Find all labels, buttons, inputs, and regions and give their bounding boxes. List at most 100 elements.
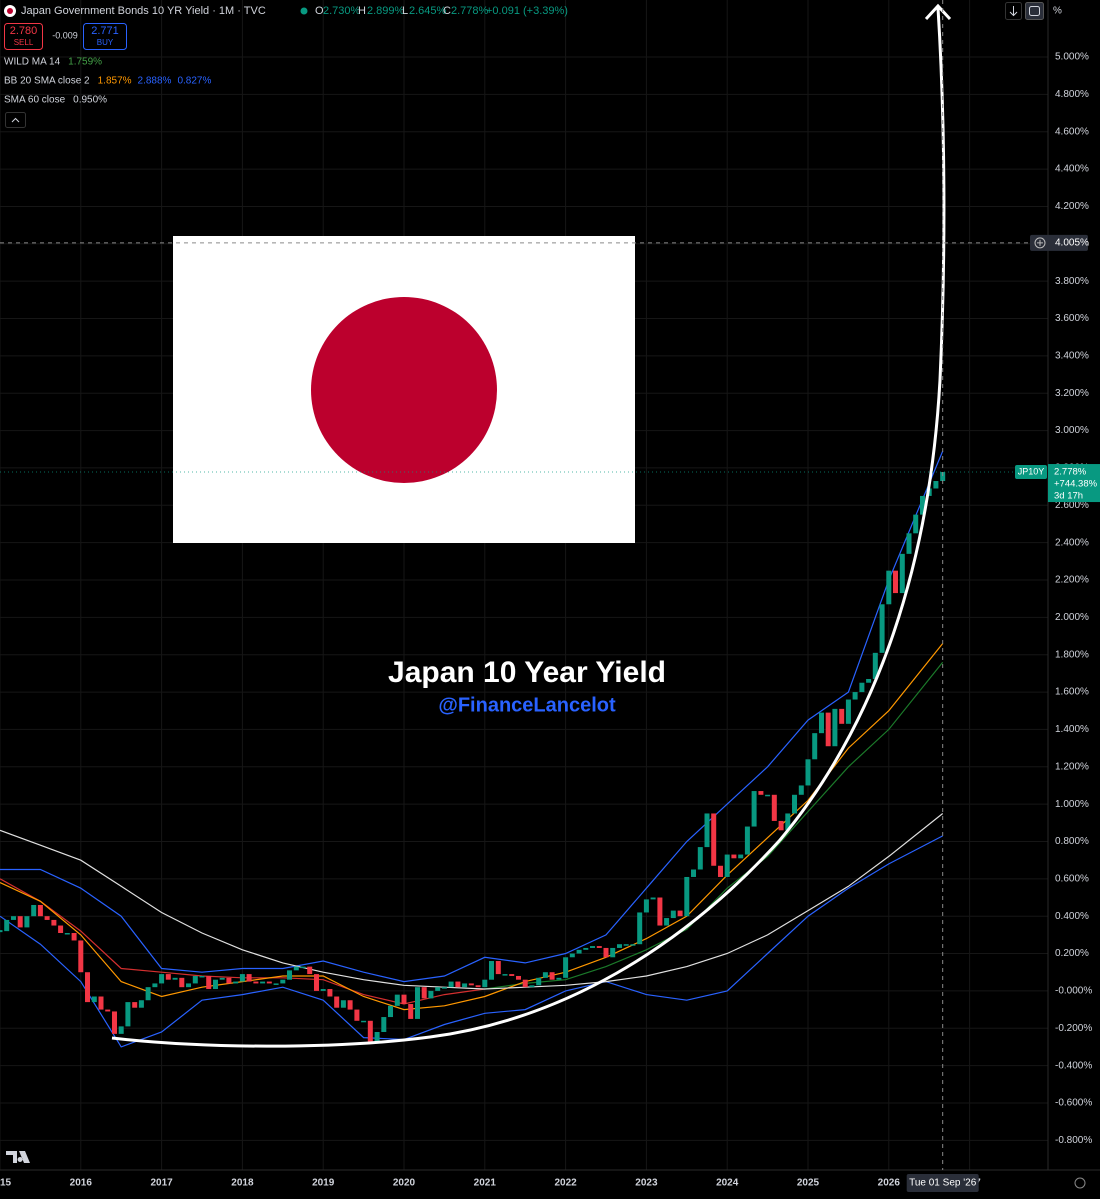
candle bbox=[738, 854, 744, 859]
price-label-text: 2.778% bbox=[1054, 467, 1087, 478]
candle bbox=[78, 940, 84, 973]
y-tick-label: -0.200% bbox=[1055, 1023, 1092, 1034]
candle bbox=[421, 987, 427, 999]
candle bbox=[556, 977, 562, 980]
candle bbox=[906, 533, 912, 554]
y-tick-label: 2.200% bbox=[1055, 575, 1089, 586]
candle bbox=[845, 699, 851, 724]
candle bbox=[233, 981, 239, 984]
candle bbox=[630, 944, 636, 946]
y-tick-label: 1.200% bbox=[1055, 761, 1089, 772]
ohlc-value: 2.645% bbox=[409, 5, 447, 17]
candle bbox=[253, 981, 259, 984]
candle bbox=[509, 974, 515, 976]
candle bbox=[91, 996, 97, 1003]
price-label-text: 3d 17h bbox=[1054, 491, 1083, 502]
ohlc-key: L bbox=[402, 5, 408, 17]
candle bbox=[226, 977, 232, 984]
spread: -0.009 bbox=[52, 30, 78, 40]
candle bbox=[475, 985, 481, 988]
candle bbox=[17, 916, 23, 928]
ohlc-value: 2.778% bbox=[451, 5, 489, 17]
symbol-title[interactable]: Japan Government Bonds 10 YR Yield · 1M … bbox=[21, 5, 266, 17]
candle bbox=[792, 794, 798, 814]
candle bbox=[441, 987, 447, 989]
candle bbox=[933, 481, 939, 489]
candle bbox=[684, 876, 690, 917]
candle bbox=[697, 847, 703, 870]
crosshair-price-label: 4.005% bbox=[1055, 238, 1089, 249]
candle bbox=[313, 974, 319, 991]
indicator-value: 1.759% bbox=[68, 57, 102, 68]
candle bbox=[105, 1009, 111, 1012]
candle bbox=[832, 708, 838, 747]
candle bbox=[502, 974, 508, 976]
candle bbox=[435, 987, 441, 991]
y-tick-label: 2.000% bbox=[1055, 612, 1089, 623]
sell-button[interactable] bbox=[4, 23, 43, 50]
symbol-icon-dot bbox=[7, 8, 13, 14]
candle bbox=[872, 652, 878, 679]
y-tick-label: 3.800% bbox=[1055, 276, 1089, 287]
x-tick-label: 2021 bbox=[474, 1178, 497, 1189]
candle bbox=[381, 1017, 387, 1032]
candle bbox=[886, 570, 892, 605]
scroll-button[interactable] bbox=[1005, 2, 1022, 20]
crosshair-price-box bbox=[1030, 234, 1088, 251]
y-tick-label: 0.400% bbox=[1055, 911, 1089, 922]
indicator-name[interactable]: BB 20 SMA close 2 bbox=[4, 76, 90, 87]
candle bbox=[428, 990, 434, 999]
candle bbox=[866, 678, 872, 683]
candle bbox=[85, 972, 91, 1003]
indicator-name[interactable]: SMA 60 close bbox=[4, 95, 66, 106]
indicator-value: 0.950% bbox=[73, 95, 107, 106]
ohlc-key: H bbox=[358, 5, 366, 17]
candle bbox=[145, 987, 151, 1001]
flag-sun bbox=[311, 297, 497, 483]
candle bbox=[758, 791, 764, 795]
tradingview-logo bbox=[6, 1151, 30, 1163]
candle bbox=[616, 944, 622, 948]
y-tick-label: 1.000% bbox=[1055, 799, 1089, 810]
y-tick-label: -0.800% bbox=[1055, 1135, 1092, 1146]
y-tick-label: 0.200% bbox=[1055, 948, 1089, 959]
y-tick-label: 1.400% bbox=[1055, 724, 1089, 735]
x-tick-label: 2018 bbox=[231, 1178, 254, 1189]
collapse-button[interactable] bbox=[5, 112, 26, 128]
candle bbox=[778, 820, 784, 831]
add-alert-icon[interactable] bbox=[1034, 237, 1046, 249]
indicator-line bbox=[0, 835, 943, 1048]
y-tick-label: -0.000% bbox=[1055, 986, 1092, 997]
ohlc-value: 2.730% bbox=[323, 5, 361, 17]
annotation-title: Japan 10 Year Yield bbox=[388, 656, 666, 689]
candle bbox=[596, 946, 602, 948]
sell-price: 2.780 bbox=[10, 25, 38, 37]
candle bbox=[280, 979, 286, 984]
y-tick-label: 5.000% bbox=[1055, 52, 1089, 63]
candle bbox=[138, 1000, 144, 1008]
candle bbox=[448, 981, 454, 988]
candle bbox=[489, 961, 495, 980]
candle bbox=[495, 961, 501, 975]
price-label-text: +744.38% bbox=[1054, 479, 1098, 490]
buy-button[interactable] bbox=[83, 23, 127, 50]
y-tick-label: 3.200% bbox=[1055, 388, 1089, 399]
annotation-handle: @FinanceLancelot bbox=[438, 694, 616, 716]
scale-unit[interactable]: % bbox=[1053, 6, 1062, 17]
candle bbox=[569, 953, 575, 958]
x-tick-label: 2024 bbox=[716, 1178, 739, 1189]
candle bbox=[361, 1020, 367, 1023]
settings-icon[interactable] bbox=[1074, 1177, 1086, 1189]
candle bbox=[583, 947, 589, 950]
y-tick-label: 0.600% bbox=[1055, 873, 1089, 884]
candle bbox=[899, 553, 905, 594]
candle bbox=[219, 977, 225, 980]
candle bbox=[724, 854, 730, 877]
y-tick-label: 4.600% bbox=[1055, 126, 1089, 137]
indicator-name[interactable]: WILD MA 14 bbox=[4, 57, 61, 68]
indicator-value: 1.857% bbox=[98, 76, 132, 87]
autoscale-button[interactable] bbox=[1025, 2, 1044, 20]
candle bbox=[414, 987, 420, 1019]
ohlc-key: O bbox=[315, 5, 324, 17]
